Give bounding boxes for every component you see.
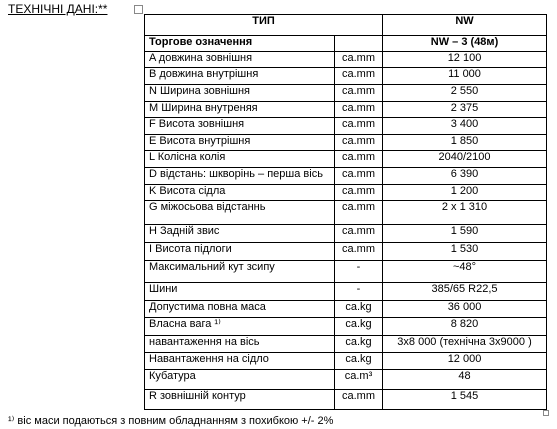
table-cell: 1 200 xyxy=(382,184,548,201)
table-row: Шини -385/65 R22,5 xyxy=(144,282,548,301)
table-cell: L Колісна колія xyxy=(144,150,335,168)
table-row: навантаження на вісь ca.kg 3x8 000 (техніч… xyxy=(144,335,548,353)
table-cell: 1 850 xyxy=(382,134,548,151)
table-cell: Торгове означення xyxy=(144,35,335,52)
table-cell: 3 400 xyxy=(382,117,548,135)
table-cell: 2 375 xyxy=(382,101,548,118)
table-row: G міжосьова відстаннь ca.mm 2 x 1 310 xyxy=(144,200,548,225)
table-cell: ca.mm xyxy=(333,150,384,168)
table-cell: ca.mm xyxy=(333,242,384,261)
table-cell: B довжина внутрішня xyxy=(144,67,335,85)
table-row: B довжина внутрішня ca.mm 11 000 xyxy=(144,67,548,85)
table-cell: 3x8 000 (технічна 3x9000 ) xyxy=(382,335,548,353)
table-row: D відстань: шкворінь – перша вісь ca.mm 6 … xyxy=(144,167,548,185)
table-row: F Висота зовнішня ca.mm 3 400 xyxy=(144,117,548,135)
footnote: ¹⁾ віс маси подаються з повним обладнанн… xyxy=(8,415,334,427)
table-cell: - xyxy=(333,260,384,283)
table-cell: ca.mm xyxy=(333,67,384,85)
table-cell: навантаження на вісь xyxy=(144,335,335,353)
table-cell: 2040/2100 xyxy=(382,150,548,168)
table-cell: N Ширина зовнішня xyxy=(144,84,335,102)
table-cell: ca.mm xyxy=(333,84,384,102)
table-cell: 12 100 xyxy=(382,51,548,68)
table-cell: Власна вага ¹⁾ xyxy=(144,317,335,336)
table-cell: K Висота сідла xyxy=(144,184,335,201)
table-cell: ca.kg xyxy=(333,352,384,370)
table-cell: E Висота внутрішня xyxy=(144,134,335,151)
table-row: Максимальний кут зсипу - ~48° xyxy=(144,260,548,283)
table-cell: NW xyxy=(382,14,548,36)
heading: ТЕХНІЧНІ ДАНІ:** xyxy=(8,2,108,16)
table-cell: ca.kg xyxy=(333,317,384,336)
table-cell: G міжосьова відстаннь xyxy=(144,200,335,225)
table-row: I Висота підлоги ca.mm 1 530 xyxy=(144,242,548,261)
table-cell: 36 000 xyxy=(382,300,548,318)
table-row: H Задній звис ca.mm 1 590 xyxy=(144,224,548,243)
table-cell: I Висота підлоги xyxy=(144,242,335,261)
table-cell: 6 390 xyxy=(382,167,548,185)
table-cell: ca.kg xyxy=(333,300,384,318)
table-cell: 2 550 xyxy=(382,84,548,102)
table-row: ТИП NW xyxy=(143,14,548,36)
table-cell: NW – 3 (48м) xyxy=(382,35,548,52)
table-cell: Шини xyxy=(144,282,335,301)
table-row: M Ширина внутреняя ca.mm 2 375 xyxy=(144,101,548,118)
table-cell: Кубатура xyxy=(144,369,335,390)
table-cell: ca.mm xyxy=(333,117,384,135)
table-row: L Колісна колія ca.mm 2040/2100 xyxy=(144,150,548,168)
table-cell: 8 820 xyxy=(382,317,548,336)
table-cell: 12 000 xyxy=(382,352,548,370)
table-cell: 11 000 xyxy=(382,67,548,85)
table-row: Допустима повна маса ca.kg 36 000 xyxy=(144,300,548,318)
table-row: E Висота внутрішня ca.mm 1 850 xyxy=(144,134,548,151)
table-cell: 1 590 xyxy=(382,224,548,243)
table-cell: Навантаження на сідло xyxy=(144,352,335,370)
table-cell: ca.mm xyxy=(333,167,384,185)
table-cell: ca.kg xyxy=(333,335,384,353)
table-cell: ca.m³ xyxy=(333,369,384,390)
table-cell: A довжина зовнішня xyxy=(144,51,335,68)
spec-table: ТИП NW Торгове означення NW – 3 (48м) A довж… xyxy=(143,14,548,410)
table-row: Навантаження на сідло ca.kg 12 000 xyxy=(144,352,548,370)
table-cell: 2 x 1 310 xyxy=(382,200,548,225)
table-cell: 385/65 R22,5 xyxy=(382,282,548,301)
table-row: K Висота сідла ca.mm 1 200 xyxy=(144,184,548,201)
table-cell: 1 545 xyxy=(382,389,548,410)
table-cell: ca.mm xyxy=(333,184,384,201)
table-cell: ca.mm xyxy=(333,51,384,68)
table-cell: H Задній звис xyxy=(144,224,335,243)
table-cell: R зовнішній контур xyxy=(144,389,335,410)
table-cell: M Ширина внутреняя xyxy=(144,101,335,118)
table-resize-handle[interactable] xyxy=(543,410,549,416)
table-row: Власна вага ¹⁾ ca.kg 8 820 xyxy=(144,317,548,336)
table-cell: ca.mm xyxy=(333,389,384,410)
table-cell: ТИП xyxy=(143,14,384,36)
table-row: R зовнішній контур ca.mm 1 545 xyxy=(144,389,548,410)
table-row: Торгове означення NW – 3 (48м) xyxy=(144,35,548,52)
table-move-handle[interactable] xyxy=(134,5,143,14)
table-cell: F Висота зовнішня xyxy=(144,117,335,135)
table-cell: ca.mm xyxy=(333,224,384,243)
table-cell: ca.mm xyxy=(333,200,384,225)
table-cell: - xyxy=(333,282,384,301)
table-cell: 1 530 xyxy=(382,242,548,261)
table-cell: ca.mm xyxy=(333,134,384,151)
table-cell: D відстань: шкворінь – перша вісь xyxy=(144,167,335,185)
table-cell: Допустима повна маса xyxy=(144,300,335,318)
table-cell xyxy=(333,35,384,52)
table-cell: ~48° xyxy=(382,260,548,283)
table-cell: 48 xyxy=(382,369,548,390)
table-cell: Максимальний кут зсипу xyxy=(144,260,335,283)
table-row: Кубатура ca.m³ 48 xyxy=(144,369,548,390)
table-cell: ca.mm xyxy=(333,101,384,118)
table-row: N Ширина зовнішня ca.mm 2 550 xyxy=(144,84,548,102)
table-row: A довжина зовнішня ca.mm 12 100 xyxy=(144,51,548,68)
